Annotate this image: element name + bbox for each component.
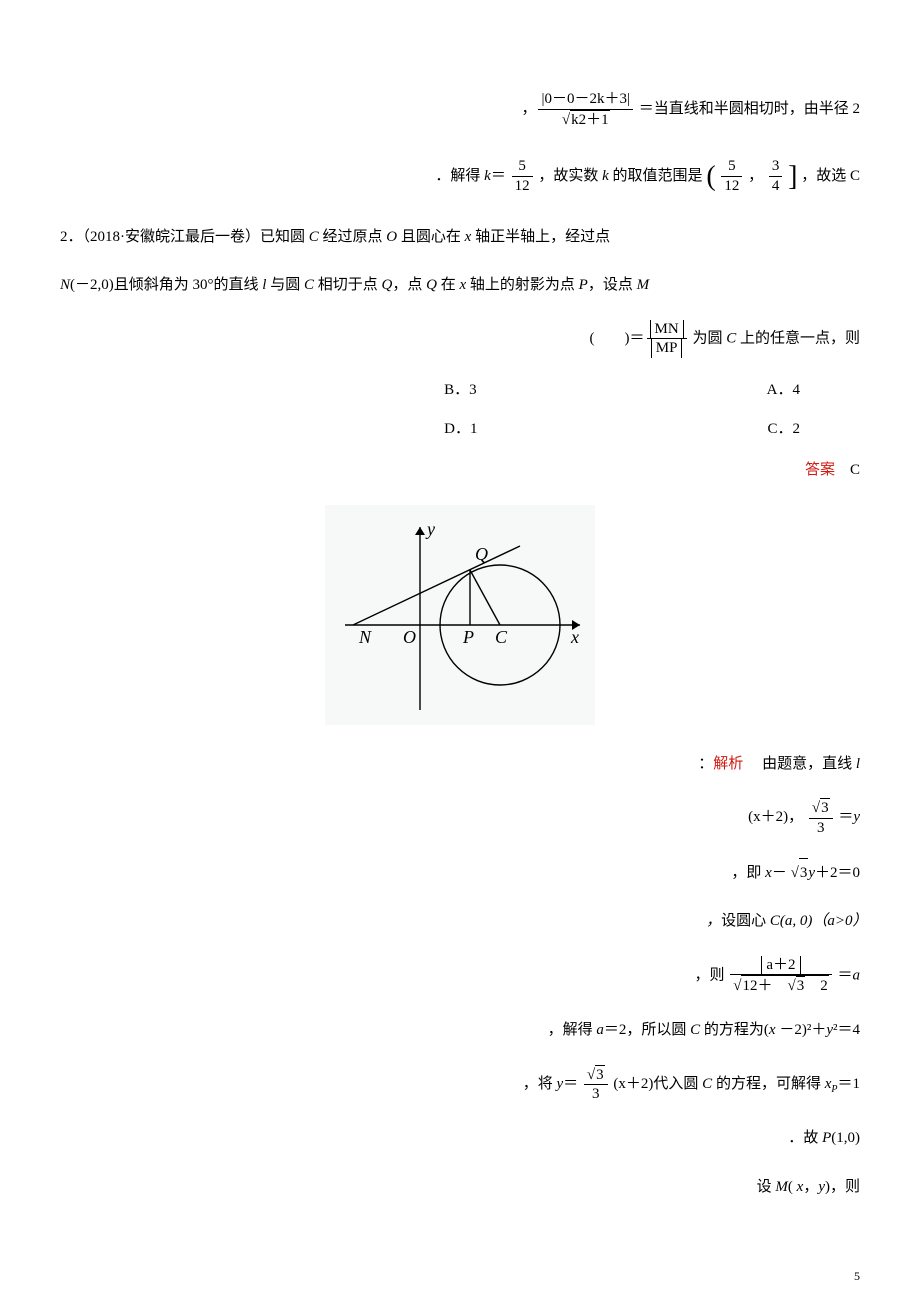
- question-2-line1: 2．（2018·安徽皖江最后一卷）已知圆 C 经过原点 O 且圆心在 x 轴正半…: [60, 223, 860, 252]
- step-circle-eq: 解得 a＝2，所以圆 C 的方程为(x －2)²＋y²＝4，: [60, 1016, 860, 1045]
- option-d: D．1: [444, 417, 477, 438]
- svg-text:O: O: [403, 627, 416, 647]
- document-page: 当直线和半圆相切时，由半径 2＝ |0－0－2k＋3| k2＋1 ， 解得 k＝…: [0, 0, 920, 1302]
- option-a: A．4: [767, 378, 800, 399]
- step-tangent-radius: 当直线和半圆相切时，由半径 2＝ |0－0－2k＋3| k2＋1 ，: [60, 90, 860, 130]
- svg-text:P: P: [462, 627, 474, 647]
- step-solve-k: 解得 k＝ 512 ，故实数 k 的取值范围是 ( 512 ， 34 ] ，故选…: [60, 150, 860, 203]
- page-number: 5: [854, 1269, 860, 1284]
- question-2-ratio: 为圆 C 上的任意一点，则 MN MP ＝( ): [60, 320, 860, 359]
- step-substitute: 将 y＝ 33 (x＋2)代入圆 C 的方程，可解得 xP＝1，: [60, 1065, 860, 1105]
- step-distance: 则 a＋2 12＋ 3 2 ＝a，: [60, 956, 860, 997]
- option-b: B．3: [444, 378, 477, 399]
- svg-text:x: x: [570, 627, 579, 647]
- step-point-p: 故 P(1,0)．: [60, 1124, 860, 1153]
- step-set-m: 设 M( x，y)，则: [60, 1173, 860, 1202]
- fraction-radius: |0－0－2k＋3| k2＋1: [538, 90, 633, 130]
- question-2-line2: N(－2,0)且倾斜角为 30°的直线 l 与圆 C 相切于点 Q，点 Q 在 …: [60, 271, 860, 300]
- analysis-line1: 解析 由题意，直线 l：: [60, 750, 860, 779]
- option-row-1: B．3 A．4: [60, 378, 800, 399]
- option-row-2: D．1 C．2: [60, 417, 800, 438]
- step-standard-form: 即 x－ 3y＋2＝0，: [60, 858, 860, 888]
- svg-text:y: y: [425, 519, 435, 539]
- geometry-figure: y x N O P C Q: [60, 505, 860, 730]
- answer-label: 答案: [805, 462, 835, 478]
- step-set-center: 设圆心 C(a, 0)（a>0），: [60, 907, 860, 936]
- option-c: C．2: [767, 417, 800, 438]
- svg-text:Q: Q: [475, 544, 488, 564]
- svg-text:N: N: [358, 627, 372, 647]
- answer-line: 答案 C: [60, 456, 860, 485]
- analysis-label: 解析: [713, 756, 743, 772]
- fraction-distance: a＋2 12＋ 3 2: [730, 956, 832, 997]
- step-line-eq: y＝ 33 (x＋2)，: [60, 798, 860, 838]
- svg-text:C: C: [495, 627, 508, 647]
- fraction-mn-mp: MN MP: [647, 320, 687, 359]
